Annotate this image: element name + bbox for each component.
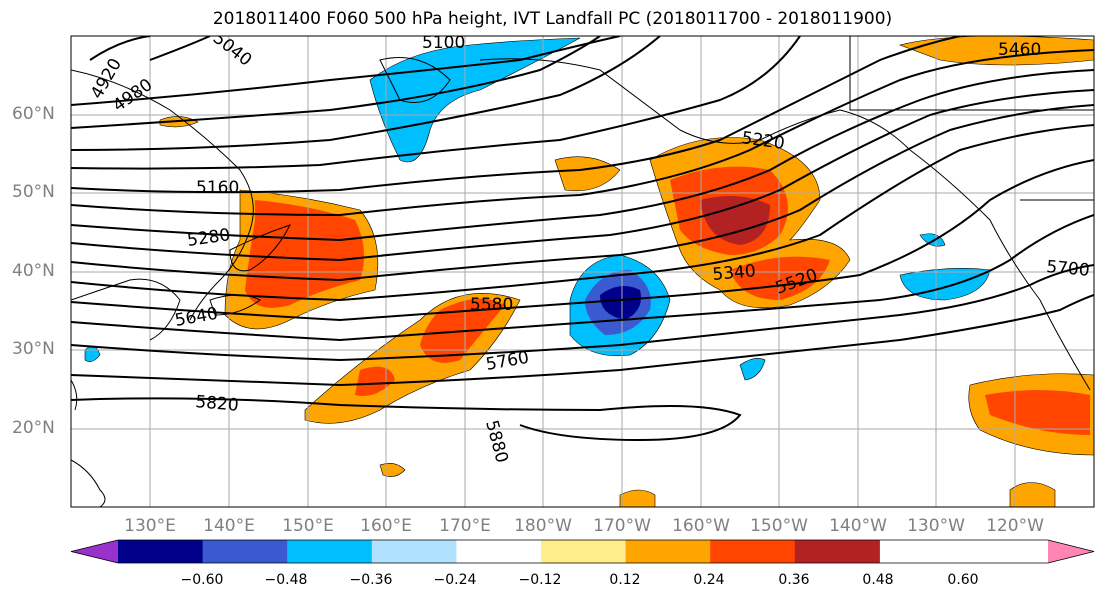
colorbar-segment xyxy=(625,540,711,563)
colorbar-extend-high xyxy=(1048,540,1094,563)
lon-label: 180°W xyxy=(514,516,572,536)
colorbar-segment xyxy=(710,540,796,563)
colorbar-tick: −0.36 xyxy=(349,572,393,588)
colorbar-tick: 0.48 xyxy=(862,572,894,588)
lat-label: 60°N xyxy=(12,104,55,124)
lon-label: 150°W xyxy=(750,516,808,536)
lon-label: 120°W xyxy=(986,516,1044,536)
lat-label: 40°N xyxy=(12,261,55,281)
colorbar xyxy=(70,539,1095,564)
colorbar-tick: 0.12 xyxy=(609,572,641,588)
colorbar-tick: 0.60 xyxy=(947,572,979,588)
contour-labels: 5100 5040 4920 4980 5160 5280 5460 5220 … xyxy=(87,33,1091,465)
height-contours xyxy=(71,36,1094,442)
colorbar-segment xyxy=(118,540,204,563)
colorbar-segment xyxy=(287,540,373,563)
lon-label: 140°E xyxy=(203,516,255,536)
lat-label: 20°N xyxy=(12,418,55,438)
colorbar-segment xyxy=(794,540,880,563)
colorbar-extend-low xyxy=(71,540,118,563)
lat-label: 50°N xyxy=(12,182,55,202)
contour-label: 5100 xyxy=(422,33,465,53)
colorbar-segment xyxy=(541,540,627,563)
colorbar-outline xyxy=(70,539,1095,564)
lat-label: 30°N xyxy=(12,339,55,359)
lon-label: 150°E xyxy=(282,516,334,536)
colorbar-segment xyxy=(371,540,457,563)
colorbar-tick: −0.24 xyxy=(433,572,477,588)
contour-label: 5460 xyxy=(998,40,1041,60)
contour-label: 5700 xyxy=(1046,257,1091,281)
colorbar-segment xyxy=(456,540,542,563)
lon-label: 160°W xyxy=(672,516,730,536)
contour-label: 5820 xyxy=(195,392,240,416)
coastlines xyxy=(71,36,1094,507)
lon-label: 140°W xyxy=(829,516,887,536)
lon-label: 160°E xyxy=(360,516,412,536)
contour-label: 5580 xyxy=(470,295,513,315)
lon-label: 130°W xyxy=(907,516,965,536)
colorbar-tick: 0.24 xyxy=(693,572,725,588)
contour-label: 5340 xyxy=(712,261,757,285)
colorbar-tick: −0.48 xyxy=(264,572,308,588)
lon-label: 130°E xyxy=(124,516,176,536)
map-title: 2018011400 F060 500 hPa height, IVT Land… xyxy=(212,9,893,29)
lon-label: 170°E xyxy=(439,516,491,536)
colorbar-segment xyxy=(202,540,288,563)
colorbar-tick: 0.36 xyxy=(778,572,810,588)
contour-label: 5160 xyxy=(196,178,239,198)
colorbar-tick: −0.12 xyxy=(518,572,562,588)
colorbar-tick: −0.60 xyxy=(180,572,224,588)
lon-label: 170°W xyxy=(593,516,651,536)
map-frame xyxy=(70,35,1095,508)
